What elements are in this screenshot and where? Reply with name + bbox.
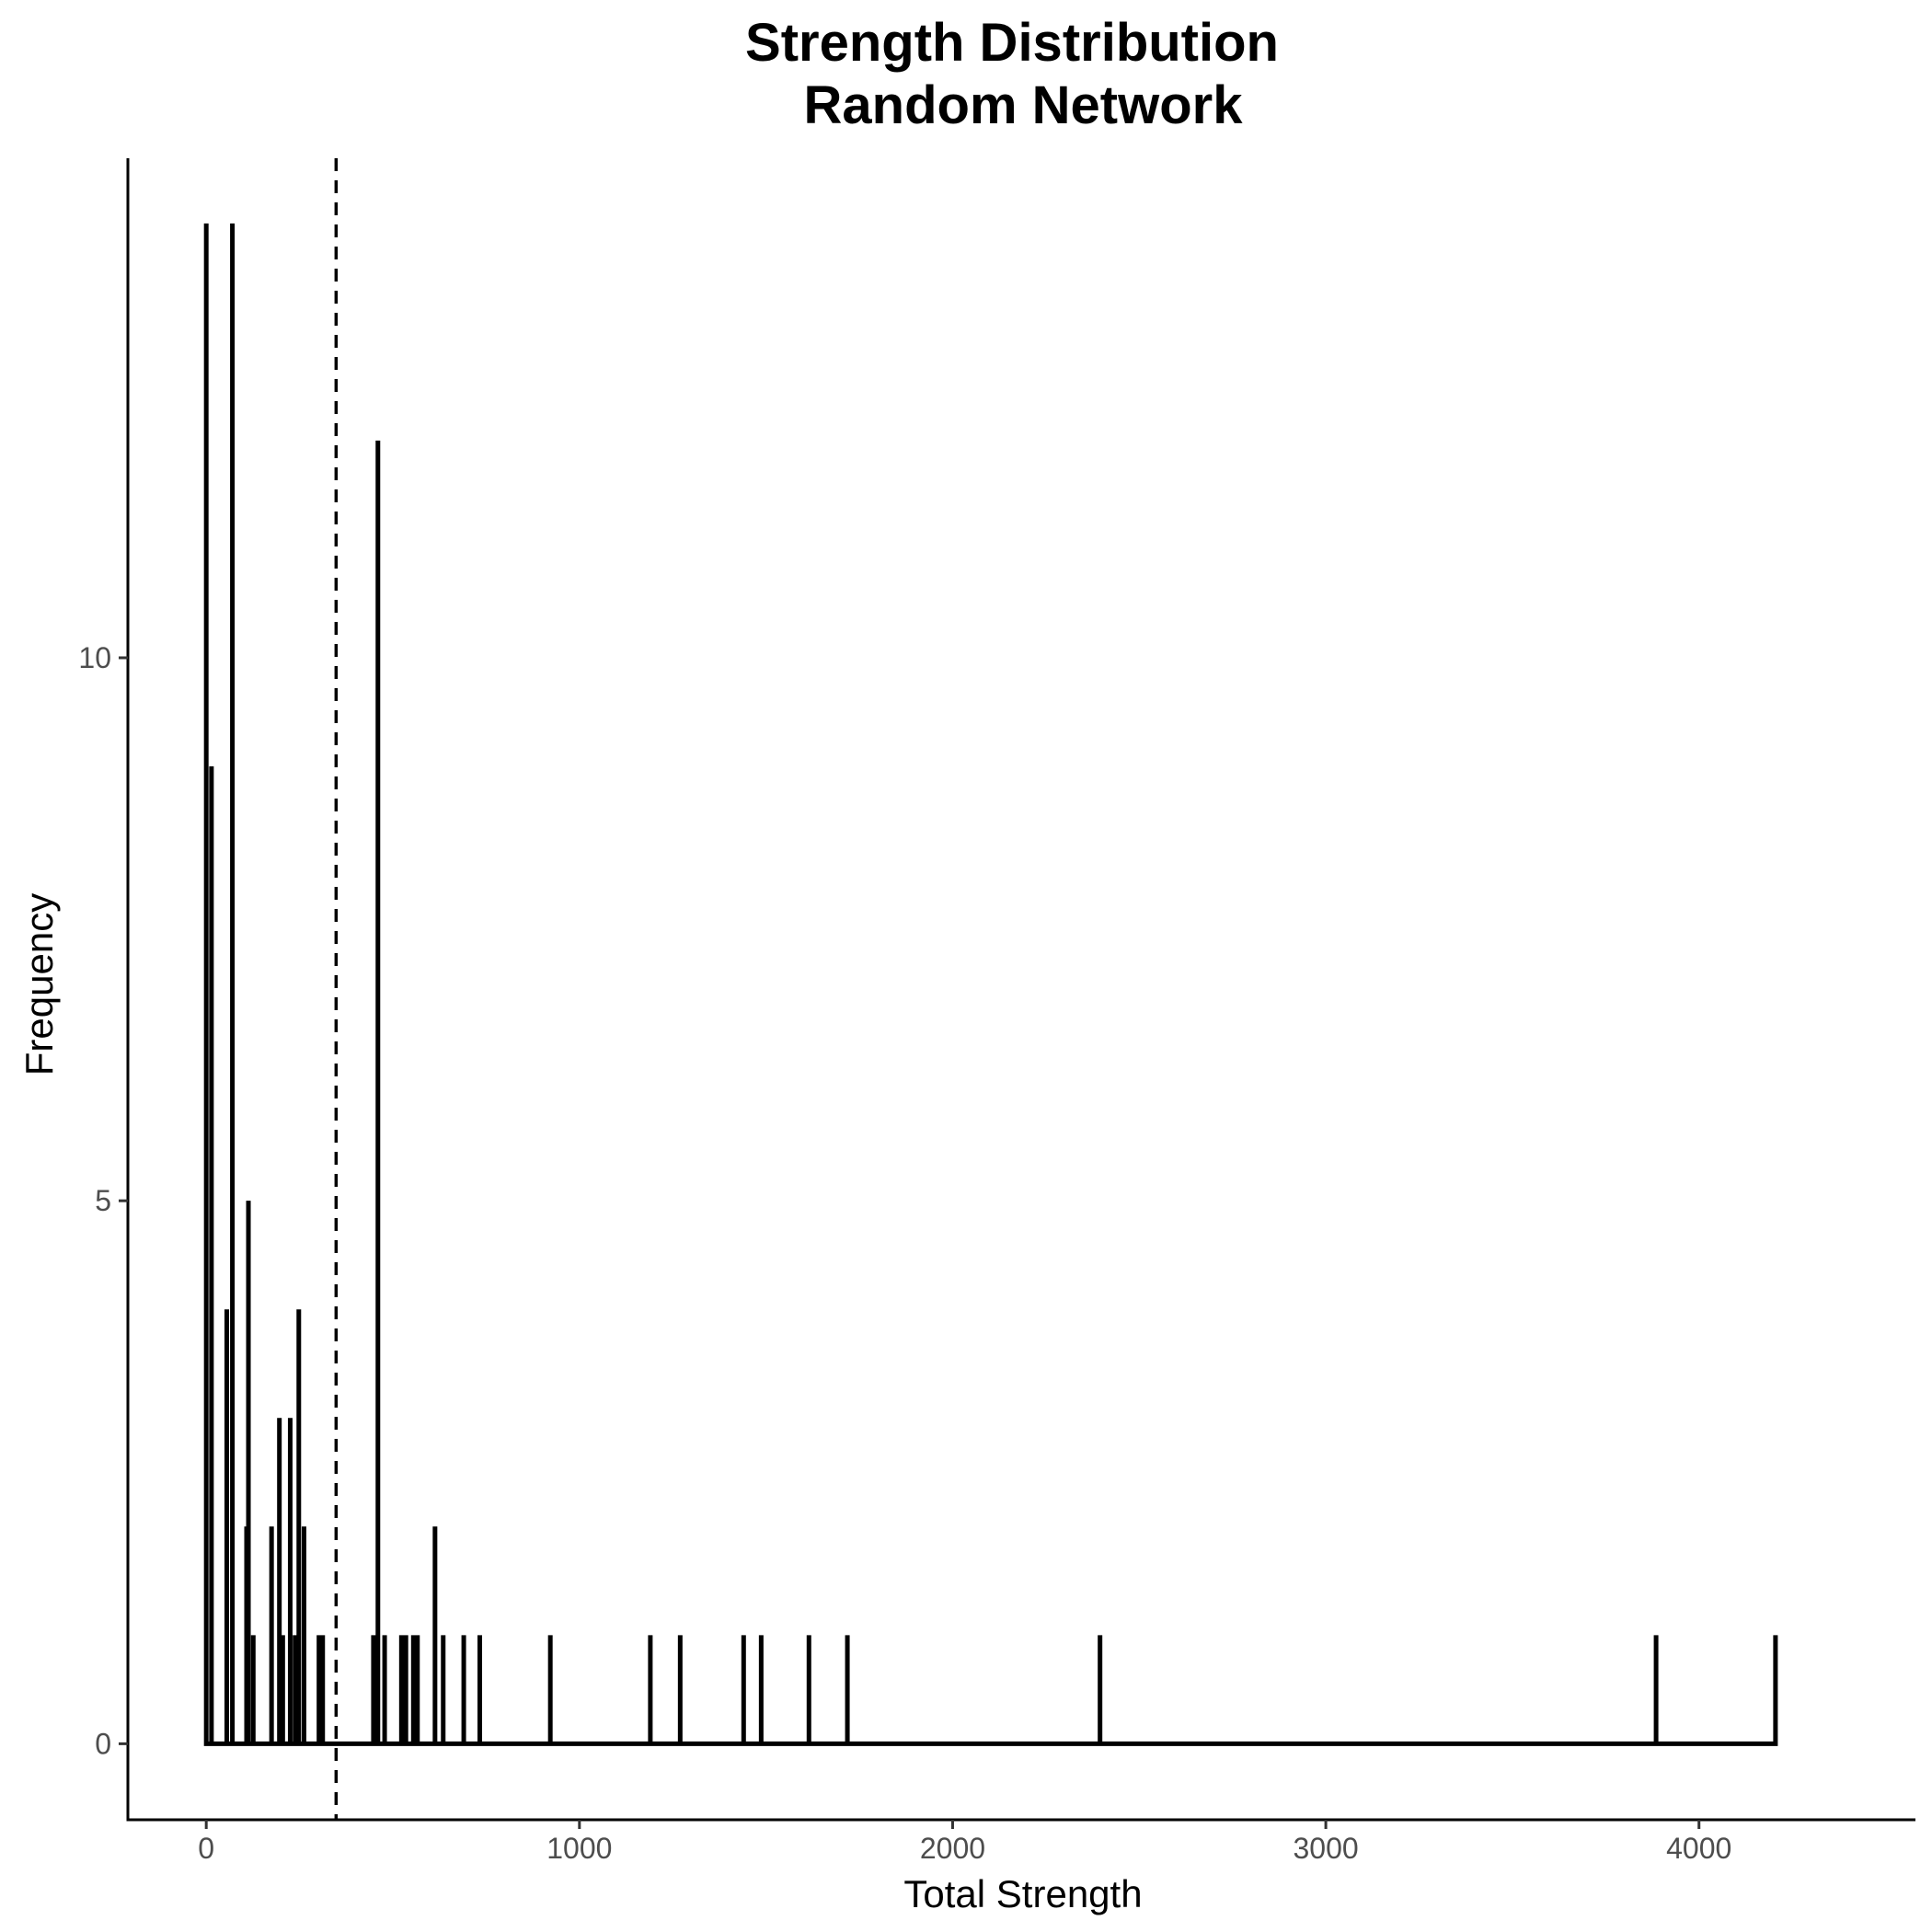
x-tick-label: 2000 — [920, 1832, 985, 1865]
chart-title-line-1: Strength Distribution — [745, 13, 1279, 73]
y-tick-label: 10 — [78, 641, 111, 674]
x-axis-title: Total Strength — [903, 1872, 1142, 1915]
chart-title-line-2: Random Network — [804, 75, 1244, 135]
y-axis-title: Frequency — [17, 893, 61, 1075]
x-tick-label: 3000 — [1294, 1832, 1359, 1865]
frequency-line — [203, 223, 1778, 1746]
plot-area: 0 1000 2000 3000 4000 0 5 10 — [78, 158, 1915, 1865]
x-tick-label: 4000 — [1666, 1832, 1731, 1865]
y-tick-label: 5 — [95, 1184, 111, 1217]
y-tick-label: 0 — [95, 1727, 111, 1760]
x-tick-label: 1000 — [546, 1832, 612, 1865]
x-tick-label: 0 — [198, 1832, 214, 1865]
